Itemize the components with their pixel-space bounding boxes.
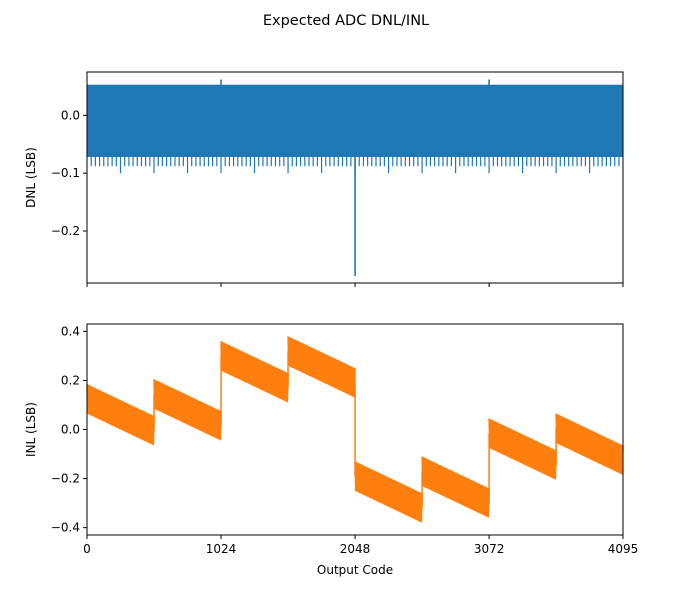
inl-segment (488, 418, 557, 480)
inl-xtick-label: 1024 (206, 542, 237, 556)
dnl-ytick-label: 0.0 (61, 108, 80, 122)
dnl-series (87, 79, 623, 277)
inl-segment (86, 384, 155, 446)
dnl-ytick-label: −0.2 (51, 224, 80, 238)
inl-xtick-label: 2048 (340, 542, 371, 556)
inl-ytick-label: 0.0 (61, 423, 80, 437)
inl-series (86, 336, 624, 523)
dnl-ytick-label: −0.1 (51, 166, 80, 180)
inl-ytick-label: 0.2 (61, 373, 80, 387)
dnl-band (87, 84, 623, 157)
dnl-ylabel: DNL (LSB) (24, 147, 38, 208)
inl-xtick-label: 0 (83, 542, 91, 556)
inl-segment (220, 341, 289, 403)
inl-segment (354, 461, 423, 523)
inl-segment (153, 379, 222, 441)
inl-segment (555, 413, 624, 475)
figure-title: Expected ADC DNL/INL (263, 13, 429, 29)
inl-ytick-label: −0.4 (51, 521, 80, 535)
inl-axes-frame (86, 323, 624, 536)
inl-segment (287, 336, 356, 398)
inl-ytick-label: −0.2 (51, 472, 80, 486)
dnl-ticks: 0.0 −0.1 −0.2 (51, 108, 624, 287)
inl-xtick-label: 3072 (474, 542, 505, 556)
inl-xtick-label: 4095 (608, 542, 639, 556)
inl-ytick-label: 0.4 (61, 324, 80, 338)
inl-ticks: 0.4 0.2 0.0 −0.2 −0.40 1024 2048 3072 4095 (51, 324, 638, 556)
dnl-axes-frame (86, 71, 624, 284)
inl-ylabel: INL (LSB) (24, 402, 38, 457)
dnl-panel: 0.0 −0.1 −0.2 DNL (LSB) (24, 71, 624, 287)
inl-xlabel: Output Code (317, 563, 393, 577)
inl-segment (421, 456, 490, 518)
inl-panel: 0.4 0.2 0.0 −0.2 −0.40 1024 2048 3072 4095 INL (… (24, 323, 638, 577)
